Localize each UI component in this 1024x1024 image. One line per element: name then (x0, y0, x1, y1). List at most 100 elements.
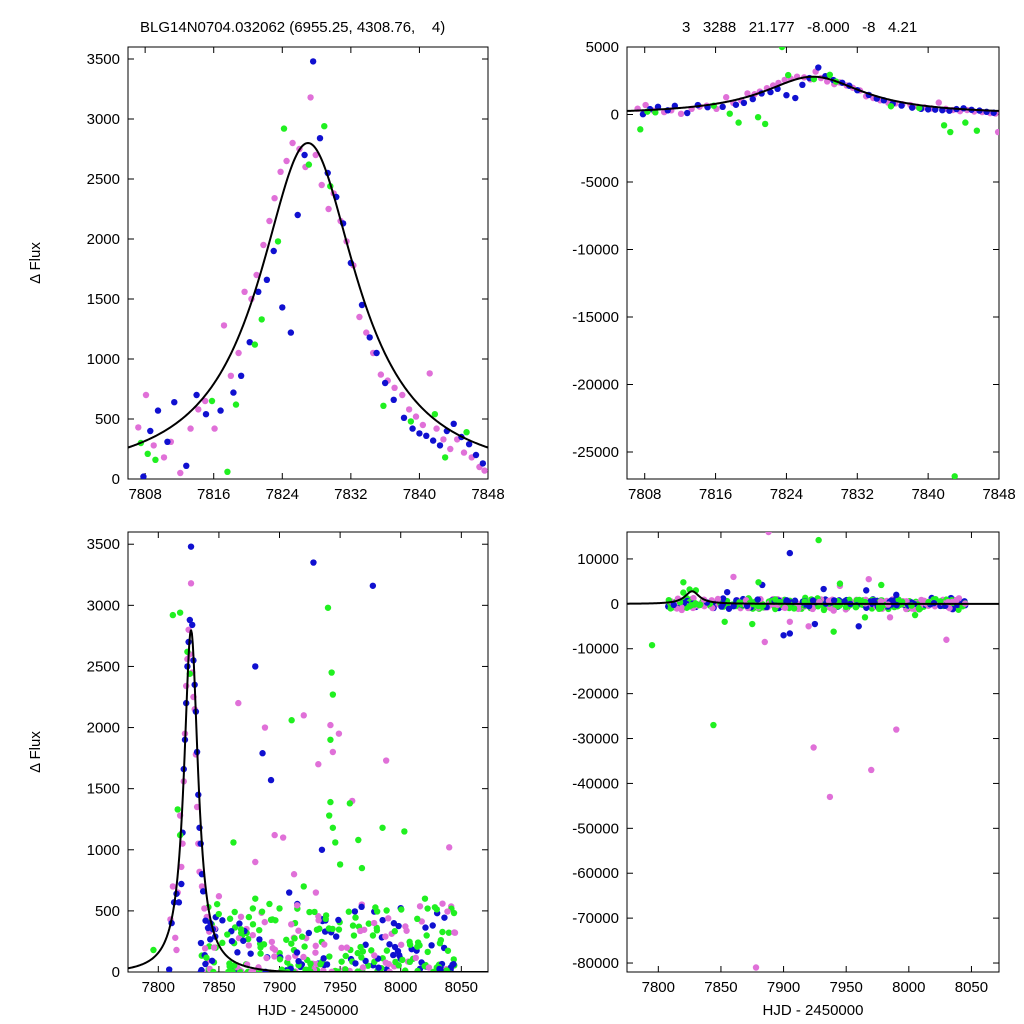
data-point (164, 438, 171, 445)
plot-frame (626, 46, 1000, 480)
data-point (327, 798, 334, 806)
data-point (424, 948, 431, 956)
data-point (290, 871, 298, 878)
data-point (305, 161, 313, 168)
y-tick-label: -25000 (572, 444, 619, 461)
data-point (740, 99, 748, 107)
data-point (358, 301, 366, 309)
data-point (202, 411, 210, 418)
data-point (379, 824, 386, 831)
data-point (270, 247, 277, 255)
data-point (744, 90, 751, 97)
data-point (237, 913, 245, 921)
data-point (439, 928, 446, 936)
data-point (778, 47, 786, 51)
data-point (312, 151, 319, 159)
y-tick-label: 2500 (87, 171, 120, 188)
data-point (781, 76, 788, 84)
data-point (406, 958, 414, 966)
data-point (893, 601, 900, 609)
data-point (399, 956, 406, 964)
points-layer (135, 58, 488, 479)
data-point (377, 371, 385, 378)
data-point (291, 935, 298, 942)
data-point (887, 103, 895, 110)
data-point (424, 905, 431, 912)
data-point (230, 389, 237, 396)
y-tick-label: -15000 (572, 309, 619, 326)
data-point (356, 313, 363, 321)
data-point (199, 888, 207, 895)
data-point (257, 950, 264, 957)
data-point (178, 880, 185, 888)
data-point (289, 139, 296, 147)
data-point (237, 929, 245, 937)
data-point (258, 908, 266, 915)
data-point (364, 962, 372, 969)
data-point (306, 908, 313, 916)
x-axis-label: HJD - 2450000 (258, 1002, 359, 1019)
data-point (144, 450, 151, 457)
data-point (276, 956, 284, 963)
data-point (385, 915, 392, 922)
model-curve (627, 590, 999, 605)
x-tick-label: 7832 (841, 486, 874, 503)
data-point (235, 699, 242, 707)
data-point (460, 449, 468, 456)
data-point (318, 181, 325, 189)
data-point (830, 597, 838, 604)
data-point (386, 941, 393, 948)
data-point (173, 946, 180, 954)
data-point (749, 95, 756, 103)
data-point (390, 920, 398, 927)
data-point (825, 597, 833, 605)
data-point (338, 958, 345, 965)
data-point (224, 931, 231, 938)
data-point (852, 604, 860, 611)
data-point (443, 967, 450, 972)
data-point (710, 721, 717, 729)
data-point (335, 926, 343, 933)
data-point (253, 271, 260, 279)
panel-bottom-right: 7800 7850 7900 7950 8000 8050 -80000 -70000 -600… (572, 531, 1000, 1019)
plot-frame (626, 531, 1000, 973)
data-point (465, 441, 473, 448)
y-tick-label: -10000 (572, 242, 619, 259)
data-point (346, 800, 354, 807)
data-point (436, 965, 443, 972)
data-point (379, 916, 386, 924)
data-point (815, 64, 822, 71)
data-point (307, 960, 314, 967)
data-point (369, 932, 377, 939)
data-point (754, 114, 762, 121)
data-point (654, 103, 662, 111)
data-point (861, 614, 869, 621)
data-point (342, 952, 349, 960)
data-point (252, 663, 259, 670)
data-point (714, 595, 722, 603)
data-point (909, 104, 916, 111)
data-point (429, 437, 437, 444)
data-point (406, 938, 413, 946)
data-point (809, 597, 817, 604)
data-point (412, 413, 420, 420)
data-point (370, 919, 378, 927)
data-point (293, 902, 301, 909)
data-point (350, 932, 358, 939)
data-point (321, 123, 328, 130)
data-point (312, 889, 320, 896)
data-point (302, 966, 309, 972)
data-point (355, 836, 362, 844)
data-point (412, 954, 420, 962)
data-point (351, 908, 359, 915)
data-point (277, 168, 284, 175)
data-point (423, 432, 430, 439)
chart-title-left: BLG14N0704.032062 (6955.25, 4308.76, 4) (140, 19, 445, 36)
panel-top-left: 7808 7816 7824 7832 7840 7848 0 500 1000 1500 2000… (27, 46, 505, 503)
x-tick-label: 7808 (628, 486, 661, 503)
data-point (140, 473, 147, 479)
data-point (325, 205, 332, 213)
data-point (215, 893, 223, 900)
data-point (359, 964, 367, 971)
data-point (311, 908, 318, 916)
